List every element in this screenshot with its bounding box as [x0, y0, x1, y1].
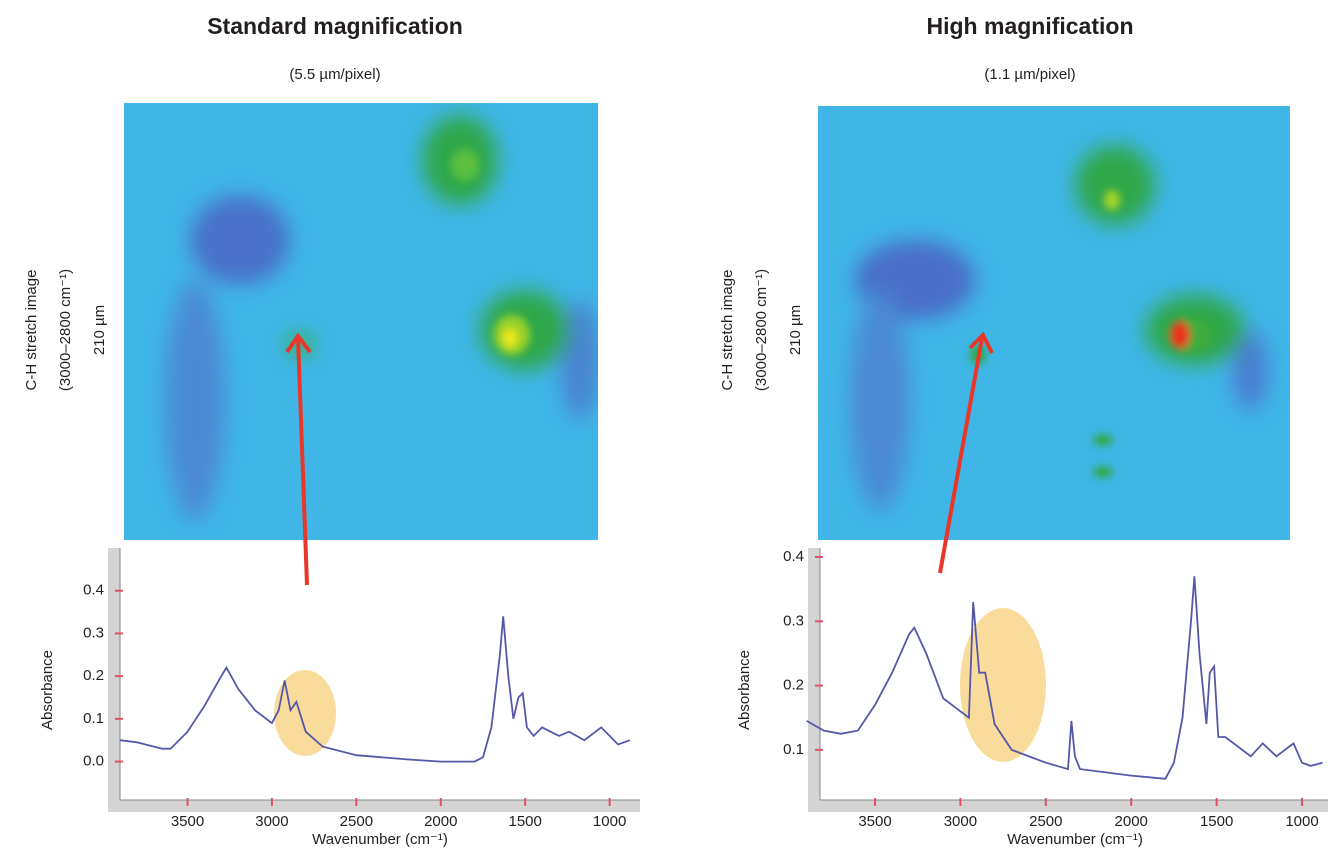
x-tick-label: 2000 — [424, 813, 457, 830]
image-label: C-H stretch image — [719, 270, 736, 391]
highlight — [274, 670, 336, 756]
panel: Standard magnification (5.5 µm/pixel) C-H … — [23, 13, 640, 848]
x-tick-label: 3000 — [944, 813, 977, 830]
axis-strip — [108, 548, 120, 812]
x-tick-label: 3000 — [255, 813, 288, 830]
image-label: C-H stretch image — [23, 270, 40, 391]
spectrum-line — [806, 576, 1323, 780]
highlight — [960, 608, 1046, 762]
y-tick-label: 0.1 — [83, 710, 104, 727]
chemical-image — [124, 103, 598, 540]
x-tick-label: 1000 — [1285, 813, 1318, 830]
x-tick-label: 1500 — [1200, 813, 1233, 830]
chart-title: High magnification — [927, 13, 1134, 39]
x-axis-label: Wavenumber (cm⁻¹) — [312, 831, 448, 848]
x-tick-label: 1000 — [593, 813, 626, 830]
x-tick-label: 2000 — [1115, 813, 1148, 830]
y-tick-label: 0.2 — [783, 677, 804, 694]
y-tick-label: 0.4 — [783, 548, 804, 565]
x-tick-label: 3500 — [858, 813, 891, 830]
image-label: (3000–2800 cm⁻¹) — [753, 269, 770, 391]
x-tick-label: 3500 — [171, 813, 204, 830]
y-tick-label: 0.1 — [783, 741, 804, 758]
chart-title: Standard magnification — [207, 13, 463, 39]
y-axis-label: Absorbance — [736, 650, 753, 730]
panel: High magnification (1.1 µm/pixel) C-H stre… — [719, 13, 1328, 848]
image-label: 210 µm — [91, 305, 108, 355]
x-tick-label: 1500 — [509, 813, 542, 830]
x-tick-label: 2500 — [340, 813, 373, 830]
axis-strip — [108, 800, 640, 812]
x-axis-label: Wavenumber (cm⁻¹) — [1007, 831, 1143, 848]
x-tick-label: 2500 — [1029, 813, 1062, 830]
chart-subtitle: (1.1 µm/pixel) — [984, 66, 1075, 83]
axis-strip — [808, 800, 1328, 812]
arrow — [285, 331, 994, 586]
y-axis-label: Absorbance — [39, 650, 56, 730]
spectrum-line — [119, 616, 631, 763]
y-tick-label: 0.3 — [783, 612, 804, 629]
chart-subtitle: (5.5 µm/pixel) — [289, 66, 380, 83]
y-tick-label: 0.2 — [83, 667, 104, 684]
y-tick-label: 0.4 — [83, 582, 104, 599]
y-tick-label: 0.3 — [83, 624, 104, 641]
image-label: (3000–2800 cm⁻¹) — [57, 269, 74, 391]
y-tick-label: 0.0 — [83, 753, 104, 770]
axis-strip — [808, 548, 820, 812]
chemical-image — [818, 106, 1290, 540]
image-label: 210 µm — [787, 305, 804, 355]
